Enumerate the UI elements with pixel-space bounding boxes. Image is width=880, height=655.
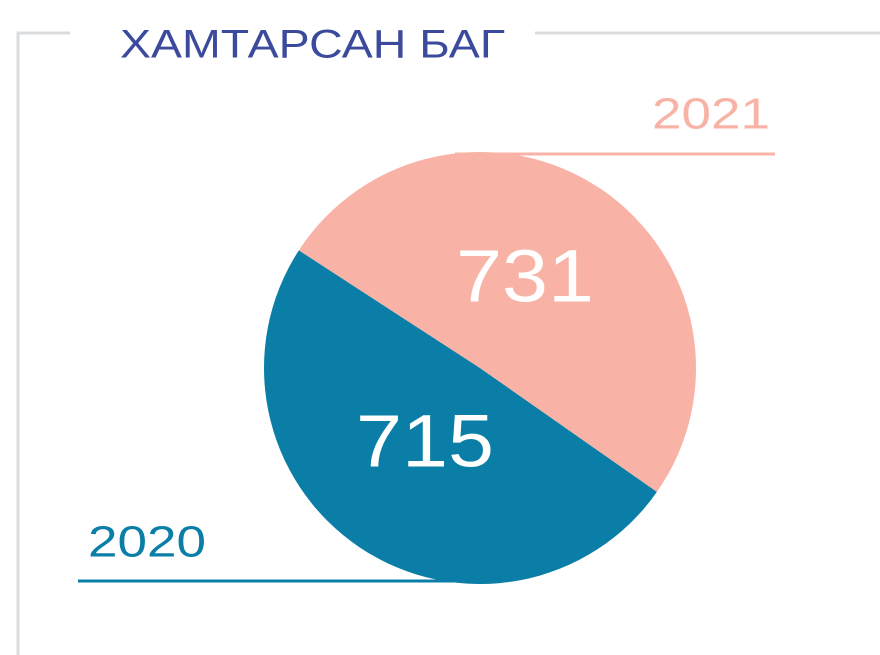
value-label: 715: [356, 400, 494, 483]
pie-slice: [298, 151, 697, 492]
category-label: 2020: [88, 518, 206, 567]
chart-title: ХАМТАРСАН БАГ: [120, 23, 505, 67]
category-label: 2021: [652, 90, 770, 139]
frame-left: [16, 31, 70, 655]
value-label: 731: [456, 235, 594, 318]
pie-slice: [264, 250, 657, 584]
